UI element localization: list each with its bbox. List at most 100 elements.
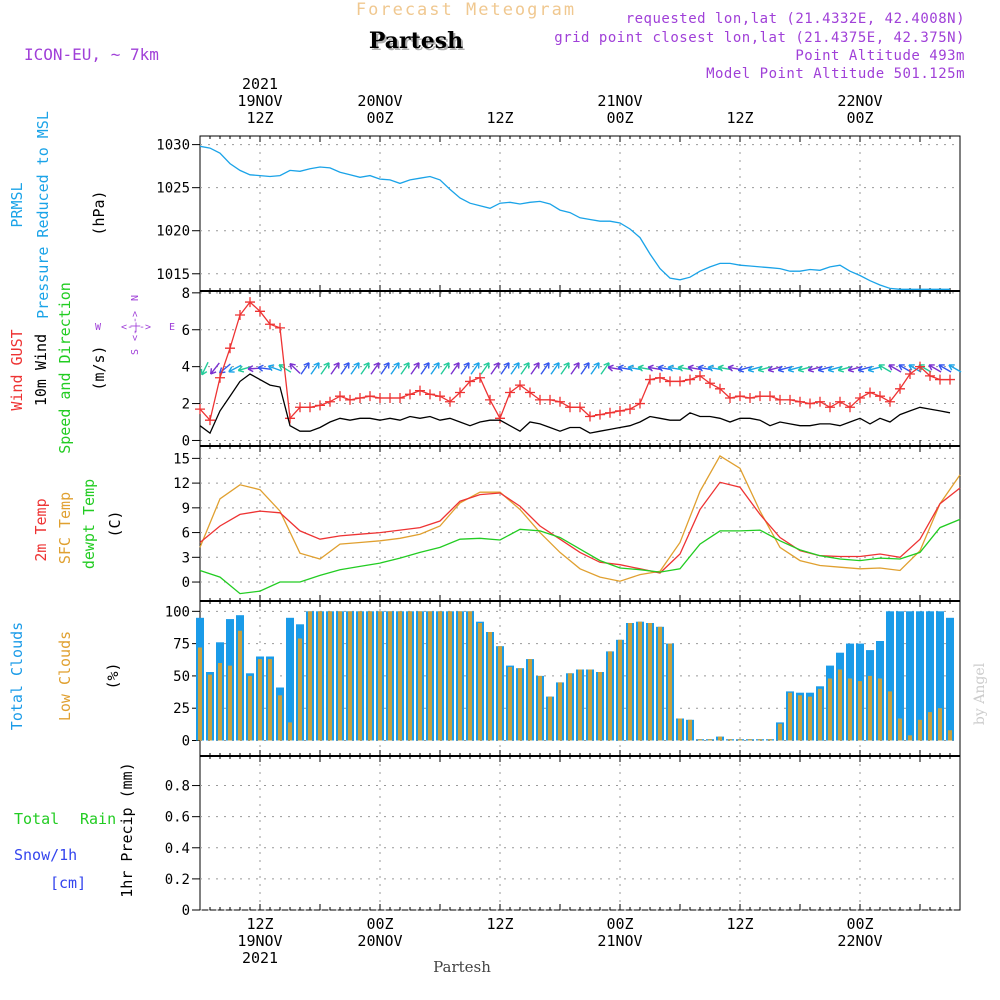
low-clouds-bar	[788, 692, 792, 741]
wind-direction-arrow-icon	[510, 362, 520, 375]
wind-direction-arrow-icon	[209, 362, 220, 375]
wind-arrow-shaft	[289, 363, 301, 374]
wind-arrow-head	[503, 362, 510, 369]
low-clouds-bar	[628, 623, 632, 741]
model-label: ICON-EU, ~ 7km	[24, 45, 159, 64]
wind-arrow-head	[948, 364, 955, 371]
gust-marker	[585, 411, 595, 422]
wind-arrow-head	[383, 362, 390, 369]
wind-arrow-head	[563, 362, 570, 369]
wind-arrow-shaft	[350, 362, 360, 375]
gust-marker	[365, 391, 375, 402]
precip-panel-frame	[199, 755, 961, 911]
wind-10m-line	[199, 373, 951, 435]
low-clouds-bar	[218, 663, 222, 741]
gridlines	[200, 136, 960, 911]
wind-arrow-head	[687, 364, 694, 372]
low-clouds-bar	[548, 696, 552, 741]
bottom-time-label: 19NOV	[237, 932, 282, 950]
wind-arrow-head	[533, 362, 540, 369]
wind-direction-arrow-icon	[948, 364, 962, 373]
precip-cm-label: [cm]	[50, 874, 86, 892]
wind-arrow-shaft	[768, 366, 782, 371]
wind-direction-arrow-icon	[928, 364, 942, 373]
temp-ytick-label: 3	[182, 550, 190, 566]
wind-arrow-shaft	[848, 366, 862, 371]
low-clouds-bar	[318, 611, 322, 741]
wind-arrow-head	[453, 362, 460, 369]
wind-arrow-head	[677, 364, 684, 372]
wind-direction-arrow-icon	[320, 362, 330, 375]
wind-unit: (m/s)	[90, 345, 108, 390]
gust-marker	[315, 400, 325, 411]
pressure-ytick-label: 1030	[156, 138, 190, 154]
requested-coords: requested lon,lat (21.4332E, 42.4008N)	[626, 11, 965, 27]
pressure-ytick-label: 1025	[156, 181, 190, 197]
wind-arrow-head	[667, 364, 674, 372]
low-clouds-bar	[838, 669, 842, 741]
wind-arrow-head	[200, 368, 208, 376]
gust-marker	[535, 394, 545, 405]
wind-direction-arrow-icon	[200, 361, 209, 376]
wind-direction-arrow-icon	[340, 362, 350, 375]
gust-marker	[905, 369, 915, 380]
clouds-ytick-label: 75	[173, 637, 190, 653]
low-clouds-bar	[358, 611, 362, 741]
temp-dewpt-label: dewpt Temp	[80, 479, 98, 569]
precip-ytick-label: 0.2	[165, 872, 190, 888]
wind-arrow-head	[627, 364, 634, 372]
wind-arrow-head	[483, 362, 490, 369]
wind-gust-label: Wind GUST	[8, 329, 26, 410]
low-clouds-bar	[758, 739, 762, 741]
low-clouds-bar	[348, 611, 352, 741]
gust-marker	[735, 391, 745, 402]
top-time-label: 22NOV	[837, 92, 882, 110]
wind-arrow-shaft	[878, 364, 892, 373]
wind-direction-arrow-icon	[520, 362, 530, 375]
wind-arrow-shaft	[888, 364, 902, 373]
wind-arrow-shaft	[778, 366, 792, 371]
bottom-time-label: 00Z	[846, 915, 873, 933]
bottom-time-label: 12Z	[726, 915, 753, 933]
wind-direction-arrow-icon	[490, 362, 500, 375]
wind-arrow-head	[928, 364, 935, 371]
gust-marker	[545, 394, 555, 405]
wind-direction-arrow-icon	[878, 364, 892, 373]
gust-marker	[685, 374, 695, 385]
wind-arrow-shaft	[808, 366, 822, 371]
low-clouds-bar	[668, 643, 672, 741]
gust-marker	[825, 402, 835, 413]
low-clouds-bar	[648, 623, 652, 741]
total-clouds-bar	[936, 611, 944, 741]
wind-direction-arrow-icon	[530, 362, 540, 375]
low-clouds-bar	[258, 659, 262, 741]
wind-arrow-head	[647, 364, 654, 372]
low-clouds-label: Low Clouds	[56, 631, 74, 721]
low-clouds-bar	[398, 611, 402, 741]
precip-ytick-label: 0.8	[165, 779, 190, 795]
precip-ytick-label: 0.4	[165, 841, 190, 857]
wind-direction-arrow-icon	[580, 362, 590, 375]
bottom-time-label: 20NOV	[357, 932, 402, 950]
gust-marker	[475, 372, 485, 383]
wind-arrow-shaft	[520, 362, 530, 375]
wind-arrow-head	[817, 365, 825, 373]
bottom-time-label: 00Z	[366, 915, 393, 933]
low-clouds-bar	[208, 674, 212, 741]
top-time-label: 20NOV	[357, 92, 402, 110]
wind-arrow-shaft	[400, 362, 410, 375]
wind-arrow-head	[717, 364, 724, 372]
gust-marker	[795, 396, 805, 407]
wind-arrow-head	[373, 362, 380, 369]
wind-arrow-shaft	[257, 366, 273, 371]
wind-arrow-shaft	[928, 364, 942, 373]
wind-arrow-shaft	[540, 362, 550, 375]
wind-arrow-shaft	[320, 362, 330, 375]
wind-arrow-shaft	[938, 364, 952, 373]
wind-direction-arrow-icon	[550, 362, 560, 375]
wind-direction-arrow-icon	[888, 364, 902, 373]
low-clouds-bar	[538, 675, 542, 741]
gust-marker	[345, 394, 355, 405]
wind-arrow-shaft	[370, 362, 380, 375]
grid-coords: grid point closest lon,lat (21.4375E, 42…	[554, 30, 965, 46]
